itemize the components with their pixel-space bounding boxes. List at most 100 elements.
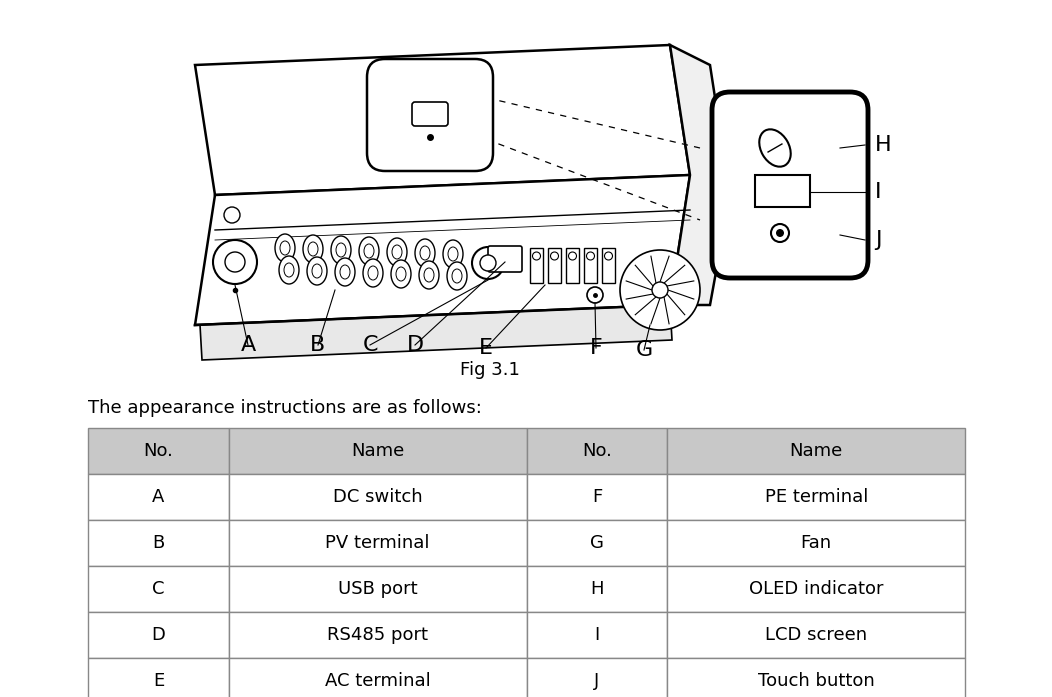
Text: RS485 port: RS485 port — [327, 626, 428, 644]
Text: Fan: Fan — [801, 534, 832, 552]
Bar — [667, 474, 965, 520]
Text: C: C — [362, 335, 378, 355]
Circle shape — [532, 252, 541, 260]
Bar — [88, 520, 229, 566]
Ellipse shape — [363, 259, 383, 287]
Circle shape — [568, 252, 576, 260]
FancyBboxPatch shape — [712, 92, 868, 278]
Bar — [229, 428, 526, 474]
Text: H: H — [590, 580, 604, 598]
Text: E: E — [479, 338, 493, 358]
Text: OLED indicator: OLED indicator — [749, 580, 884, 598]
Text: G: G — [590, 534, 604, 552]
Text: PE terminal: PE terminal — [765, 488, 868, 506]
Text: B: B — [310, 335, 326, 355]
Text: B: B — [153, 534, 164, 552]
Bar — [526, 658, 667, 697]
Ellipse shape — [443, 240, 463, 268]
Bar — [526, 612, 667, 658]
Ellipse shape — [447, 262, 467, 290]
Bar — [667, 612, 965, 658]
Text: No.: No. — [582, 442, 612, 460]
Circle shape — [605, 252, 612, 260]
Ellipse shape — [280, 241, 290, 255]
Circle shape — [776, 229, 784, 237]
Ellipse shape — [392, 245, 402, 259]
Bar — [667, 428, 965, 474]
Circle shape — [480, 255, 495, 271]
Ellipse shape — [275, 234, 295, 262]
Circle shape — [224, 207, 240, 223]
Bar — [602, 248, 615, 283]
Ellipse shape — [420, 246, 430, 260]
Ellipse shape — [307, 257, 327, 285]
FancyBboxPatch shape — [367, 59, 493, 171]
Ellipse shape — [284, 263, 294, 277]
Text: AC terminal: AC terminal — [325, 672, 430, 690]
Circle shape — [587, 287, 603, 303]
Text: Fig 3.1: Fig 3.1 — [460, 361, 520, 379]
Ellipse shape — [279, 256, 299, 284]
Ellipse shape — [387, 238, 407, 266]
Ellipse shape — [331, 236, 351, 264]
Circle shape — [620, 250, 700, 330]
Circle shape — [771, 224, 789, 242]
Text: PV terminal: PV terminal — [325, 534, 430, 552]
Ellipse shape — [359, 237, 379, 265]
Polygon shape — [670, 45, 730, 305]
Text: I: I — [594, 626, 600, 644]
Ellipse shape — [336, 243, 346, 257]
Ellipse shape — [364, 244, 375, 258]
Bar — [229, 658, 526, 697]
Bar — [755, 175, 810, 207]
Circle shape — [225, 252, 245, 272]
Ellipse shape — [414, 239, 434, 267]
Circle shape — [472, 247, 504, 279]
Ellipse shape — [760, 130, 791, 167]
Bar — [88, 612, 229, 658]
Ellipse shape — [452, 269, 462, 283]
FancyBboxPatch shape — [412, 102, 448, 126]
Ellipse shape — [391, 260, 411, 288]
Ellipse shape — [368, 266, 378, 280]
Text: A: A — [153, 488, 165, 506]
Text: J: J — [875, 230, 882, 250]
Text: The appearance instructions are as follows:: The appearance instructions are as follo… — [88, 399, 482, 417]
Text: I: I — [875, 182, 882, 202]
FancyBboxPatch shape — [488, 246, 522, 272]
Ellipse shape — [448, 247, 458, 261]
Ellipse shape — [335, 258, 355, 286]
Text: DC switch: DC switch — [332, 488, 423, 506]
Text: Name: Name — [351, 442, 404, 460]
Bar — [229, 566, 526, 612]
Text: USB port: USB port — [338, 580, 418, 598]
Bar — [667, 566, 965, 612]
Text: F: F — [592, 488, 602, 506]
Text: F: F — [589, 338, 603, 358]
Polygon shape — [195, 45, 690, 195]
Bar — [526, 520, 667, 566]
Circle shape — [213, 240, 257, 284]
Circle shape — [652, 282, 668, 298]
Bar — [526, 566, 667, 612]
Ellipse shape — [303, 235, 323, 263]
Text: A: A — [240, 335, 256, 355]
Ellipse shape — [308, 242, 318, 256]
Ellipse shape — [340, 265, 350, 279]
Bar — [548, 248, 561, 283]
Bar — [526, 474, 667, 520]
Text: Name: Name — [790, 442, 843, 460]
Text: No.: No. — [143, 442, 174, 460]
Bar — [229, 474, 526, 520]
Ellipse shape — [419, 261, 439, 289]
Text: J: J — [594, 672, 600, 690]
Bar — [88, 658, 229, 697]
Polygon shape — [200, 305, 672, 360]
Bar — [229, 520, 526, 566]
Text: D: D — [151, 626, 165, 644]
Bar — [667, 520, 965, 566]
Text: H: H — [875, 135, 892, 155]
Bar — [229, 612, 526, 658]
Circle shape — [550, 252, 559, 260]
Circle shape — [587, 252, 594, 260]
